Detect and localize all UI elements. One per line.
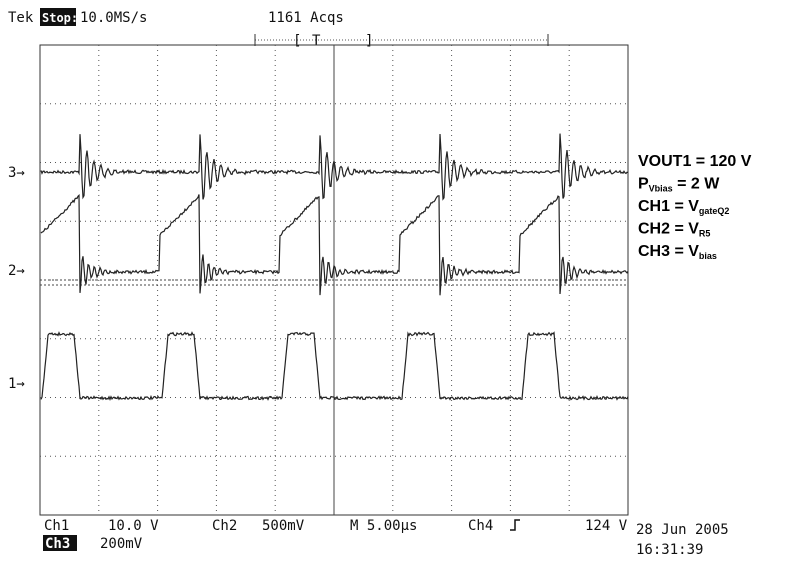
annotation: VOUT1 = 120 V [638,153,752,170]
annotation: CH2 = VR5 [638,221,710,239]
annotation-main: P [638,176,649,193]
ch2-label: Ch2 [212,518,237,534]
waveform [40,193,629,296]
ch3-label: Ch3 [45,536,70,552]
time: 16:31:39 [636,542,703,558]
ch2-scale: 500mV [262,518,305,534]
state-box [40,8,76,26]
annotation-sub: Vbias [649,184,673,194]
state: Stop: [42,11,78,25]
annotation-main: VOUT1 = 120 V [638,153,752,170]
waveform [40,133,629,201]
brand: Tek [8,10,34,26]
annotation-rest: = 2 W [673,176,721,193]
grid [40,45,628,515]
ch1-marker: 1→ [8,376,25,392]
waveform [40,331,629,402]
bracket: [ [293,33,301,49]
timebase: M 5.00µs [350,518,417,534]
ch2-marker: 2→ [8,263,25,279]
ch3-marker: 3→ [8,165,25,181]
trigger-marker: T [312,33,321,49]
date: 28 Jun 2005 [636,522,729,538]
trigger-slope [510,519,520,531]
acquisitions: 1161 Acqs [268,10,344,26]
annotation-sub: R5 [699,229,711,239]
ch3-box [43,535,77,551]
waveforms [40,133,629,402]
annotation: CH1 = VgateQ2 [638,198,729,216]
sample-rate: 10.0MS/s [80,10,147,26]
trigger-level: 124 V [585,518,628,534]
annotation-main: CH1 = V [638,198,699,215]
annotation-sub: gateQ2 [699,206,730,216]
ch1-label: Ch1 [44,518,69,534]
annotation-main: CH2 = V [638,221,699,238]
annotation-sub: bias [699,251,717,261]
annotation: CH3 = Vbias [638,243,717,261]
bracket: ] [365,33,373,49]
annotation-main: CH3 = V [638,243,699,260]
ch4-label: Ch4 [468,518,493,534]
annotation: PVbias = 2 W [638,176,720,194]
ch3-scale: 200mV [100,536,143,552]
ch1-scale: 10.0 V [108,518,159,534]
